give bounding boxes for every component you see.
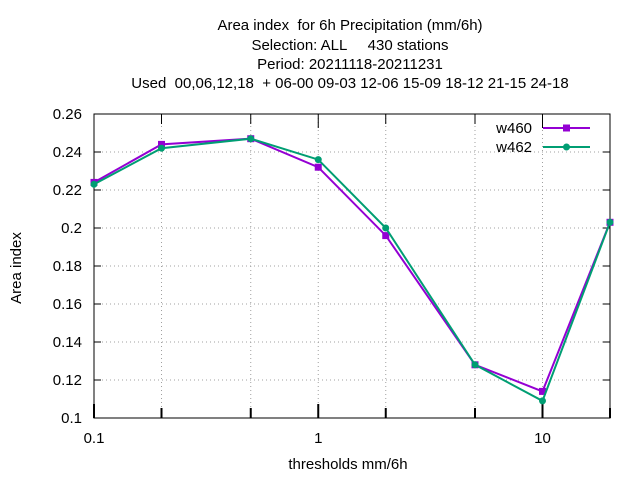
x-axis-label: thresholds mm/6h — [288, 456, 407, 473]
y-tick-label: 0.18 — [53, 258, 82, 275]
y-tick-label: 0.22 — [53, 182, 82, 199]
plot-border — [93, 113, 611, 419]
y-tick-label: 0.14 — [53, 334, 82, 351]
legend-label-w462: w462 — [495, 139, 532, 156]
data-point-w460 — [538, 387, 546, 395]
axes: 0.1 0.12 0.14 0.16 0.18 0.2 0.22 0.24 0.26 0.1 1 10 — [53, 106, 611, 447]
legend: w460 w462 — [495, 120, 590, 156]
data-point-w462 — [247, 135, 255, 143]
series-line-w462 — [93, 137, 611, 403]
y-tick-label: 0.2 — [61, 220, 82, 237]
legend-label-w460: w460 — [495, 120, 532, 137]
y-axis-label: Area index — [8, 232, 25, 304]
data-point-w460 — [158, 140, 166, 148]
data-point-w462 — [471, 361, 479, 369]
legend-marker-w462 — [563, 143, 570, 151]
y-tick-label: 0.26 — [53, 106, 82, 123]
series-line-w460 — [93, 137, 611, 393]
legend-marker-w460 — [563, 124, 570, 132]
data-point-w462 — [90, 180, 98, 188]
y-tick-label: 0.24 — [53, 144, 82, 161]
data-point-w462 — [606, 218, 614, 226]
title-line-1: Area index for 6h Precipitation (mm/6h) — [217, 17, 483, 34]
x-tick-label: 10 — [534, 430, 551, 447]
data-point-w460 — [382, 232, 390, 240]
y-tick-label: 0.16 — [53, 296, 82, 313]
x-tick-label: 0.1 — [84, 430, 105, 447]
title-line-3: Period: 20211118-20211231 — [257, 56, 443, 73]
x-tick-label: 1 — [314, 430, 322, 447]
y-tick-label: 0.1 — [61, 410, 82, 427]
data-point-w460 — [314, 163, 322, 171]
title-line-4: Used 00,06,12,18 + 06-00 09-03 12-06 15-… — [131, 75, 569, 92]
data-point-w462 — [382, 224, 390, 232]
grid-lines — [94, 114, 610, 418]
series-lines — [90, 135, 614, 405]
y-tick-label: 0.12 — [53, 372, 82, 389]
data-point-w462 — [538, 397, 546, 405]
data-point-w462 — [314, 156, 322, 164]
title-line-2: Selection: ALL 430 stations — [251, 37, 449, 54]
data-point-w462 — [158, 144, 166, 152]
